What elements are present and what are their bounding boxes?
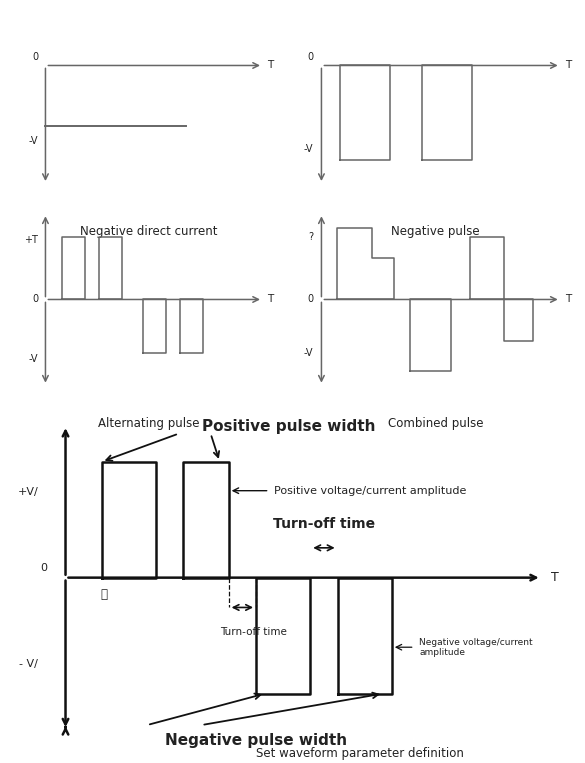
Text: Set waveform parameter definition: Set waveform parameter definition: [256, 746, 464, 760]
Text: +V/: +V/: [18, 487, 39, 497]
Text: T: T: [565, 60, 572, 70]
Text: T: T: [267, 295, 273, 304]
Text: -V: -V: [29, 137, 38, 146]
Text: 0: 0: [307, 53, 314, 63]
Text: -V: -V: [29, 354, 38, 364]
Text: Negative pulse: Negative pulse: [391, 225, 480, 238]
Text: T: T: [565, 295, 572, 304]
Text: Positive voltage/current amplitude: Positive voltage/current amplitude: [274, 486, 466, 496]
Text: Combined pulse: Combined pulse: [388, 417, 483, 430]
Text: 氣: 氣: [101, 588, 108, 600]
Text: -V: -V: [304, 144, 314, 154]
Text: 0: 0: [32, 295, 38, 304]
Text: 0: 0: [32, 53, 38, 63]
Text: Negative voltage/current
amplitude: Negative voltage/current amplitude: [419, 638, 533, 657]
Text: Alternating pulse: Alternating pulse: [98, 417, 199, 430]
Text: -V: -V: [304, 348, 314, 359]
Text: +T: +T: [25, 235, 38, 245]
Text: Negative pulse width: Negative pulse width: [165, 733, 347, 749]
Text: 0: 0: [307, 295, 314, 304]
Text: T: T: [267, 60, 273, 70]
Text: Positive pulse width: Positive pulse width: [201, 420, 375, 434]
Text: ?: ?: [308, 232, 314, 243]
Text: Negative direct current: Negative direct current: [80, 225, 218, 238]
Text: 0: 0: [40, 562, 47, 573]
Text: Turn-off time: Turn-off time: [220, 627, 287, 637]
Text: Turn-off time: Turn-off time: [273, 517, 375, 531]
Text: T: T: [550, 571, 558, 584]
Text: - V/: - V/: [19, 658, 39, 669]
